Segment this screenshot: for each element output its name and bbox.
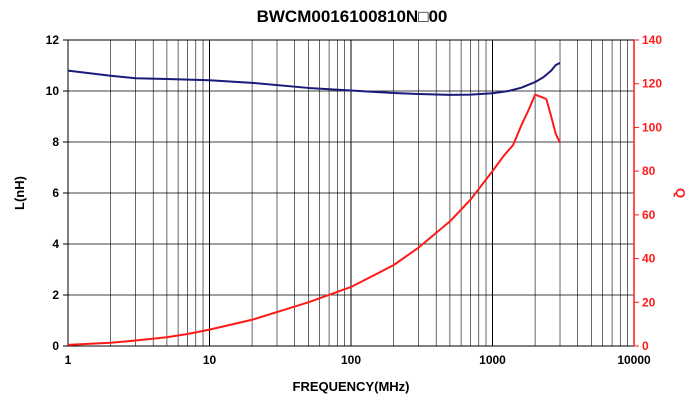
series-line-q	[67, 93, 561, 346]
y-left-tick-label: 6	[52, 186, 59, 200]
y-left-tick-label: 10	[46, 84, 60, 98]
y-right-tick-label: 0	[642, 339, 649, 353]
y-right-tick-label: 100	[642, 120, 662, 134]
x-axis-label: FREQUENCY(MHz)	[293, 379, 410, 394]
y-right-ticks: 0 20 40 60 80 100 120 140	[633, 33, 662, 353]
y-right-tick-label: 80	[642, 164, 656, 178]
grid	[68, 40, 634, 346]
y-right-tick-label: 140	[642, 33, 662, 47]
x-tick-label: 100	[341, 353, 361, 367]
y-left-tick-label: 2	[52, 288, 59, 302]
x-tick-label: 1	[65, 353, 72, 367]
y-left-tick-label: 8	[52, 135, 59, 149]
y-right-axis-label: Q	[673, 188, 688, 198]
x-tick-label: 1000	[479, 353, 506, 367]
y-left-ticks: 0 2 4 6 8 10 12	[46, 33, 68, 353]
x-tick-label: 10	[203, 353, 217, 367]
y-left-tick-label: 12	[46, 33, 60, 47]
y-right-tick-label: 120	[642, 77, 662, 91]
y-left-tick-label: 0	[52, 339, 59, 353]
x-ticks: 1 10 100 1000 10000	[65, 353, 651, 367]
y-right-tick-label: 40	[642, 252, 656, 266]
chart-title: BWCM0016100810N□00	[257, 7, 448, 26]
series-line-l	[67, 62, 561, 96]
y-right-tick-label: 20	[642, 295, 656, 309]
y-left-axis-label: L(nH)	[12, 176, 27, 210]
x-tick-label: 10000	[617, 353, 651, 367]
series-group	[67, 62, 561, 346]
y-right-tick-label: 60	[642, 208, 656, 222]
y-left-tick-label: 4	[52, 237, 59, 251]
